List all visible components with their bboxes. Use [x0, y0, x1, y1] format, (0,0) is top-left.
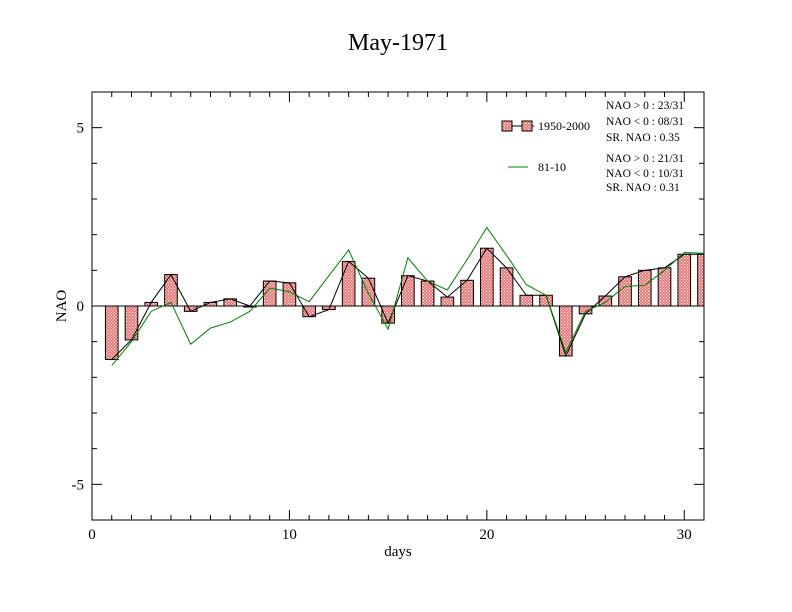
bar: [637, 269, 652, 307]
stat-line: SR. NAO : 0.35: [606, 132, 680, 144]
x-tick-label: 10: [282, 527, 297, 543]
bar: [519, 294, 534, 307]
x-tick-label: 0: [88, 527, 96, 543]
x-tick-label: 20: [479, 527, 494, 543]
stat-line: NAO < 0 : 10/31: [606, 168, 684, 180]
legend-swatch-right: [521, 120, 533, 132]
bar: [401, 275, 415, 307]
y-tick-label: 5: [77, 121, 85, 137]
bar: [440, 296, 455, 307]
y-tick-label: -5: [72, 477, 85, 493]
line-1950-2000: [111, 247, 704, 360]
bar: [164, 274, 178, 307]
stat-line: NAO > 0 : 21/31: [606, 153, 684, 165]
line-81-10: [111, 226, 705, 366]
legend-swatch-left: [501, 120, 513, 132]
bar: [558, 305, 573, 357]
stat-line: NAO > 0 : 23/31: [606, 100, 684, 112]
legend: 1950-2000 81-10: [501, 119, 590, 174]
stats-block: NAO > 0 : 23/31 NAO < 0 : 08/31 SR. NAO …: [606, 100, 684, 194]
bar: [697, 253, 705, 307]
legend-label-81-10: 81-10: [538, 160, 566, 174]
axis-ticks: 0 10 20 30 -5 0 5: [72, 92, 704, 543]
bars-1950-2000: [104, 247, 705, 360]
bar: [341, 260, 356, 307]
x-axis-label: days: [384, 544, 412, 560]
bar: [480, 247, 494, 307]
stat-line: SR. NAO : 0.31: [606, 182, 680, 194]
y-axis-label: NAO: [54, 290, 70, 323]
bar: [104, 305, 119, 360]
legend-label-1950-2000: 1950-2000: [538, 119, 590, 133]
series-lines: [111, 226, 705, 366]
chart-title: May-1971: [348, 30, 448, 56]
bar: [677, 253, 692, 307]
y-tick-label: 0: [77, 299, 85, 315]
stat-line: NAO < 0 : 08/31: [606, 116, 684, 128]
x-tick-label: 30: [677, 527, 692, 543]
